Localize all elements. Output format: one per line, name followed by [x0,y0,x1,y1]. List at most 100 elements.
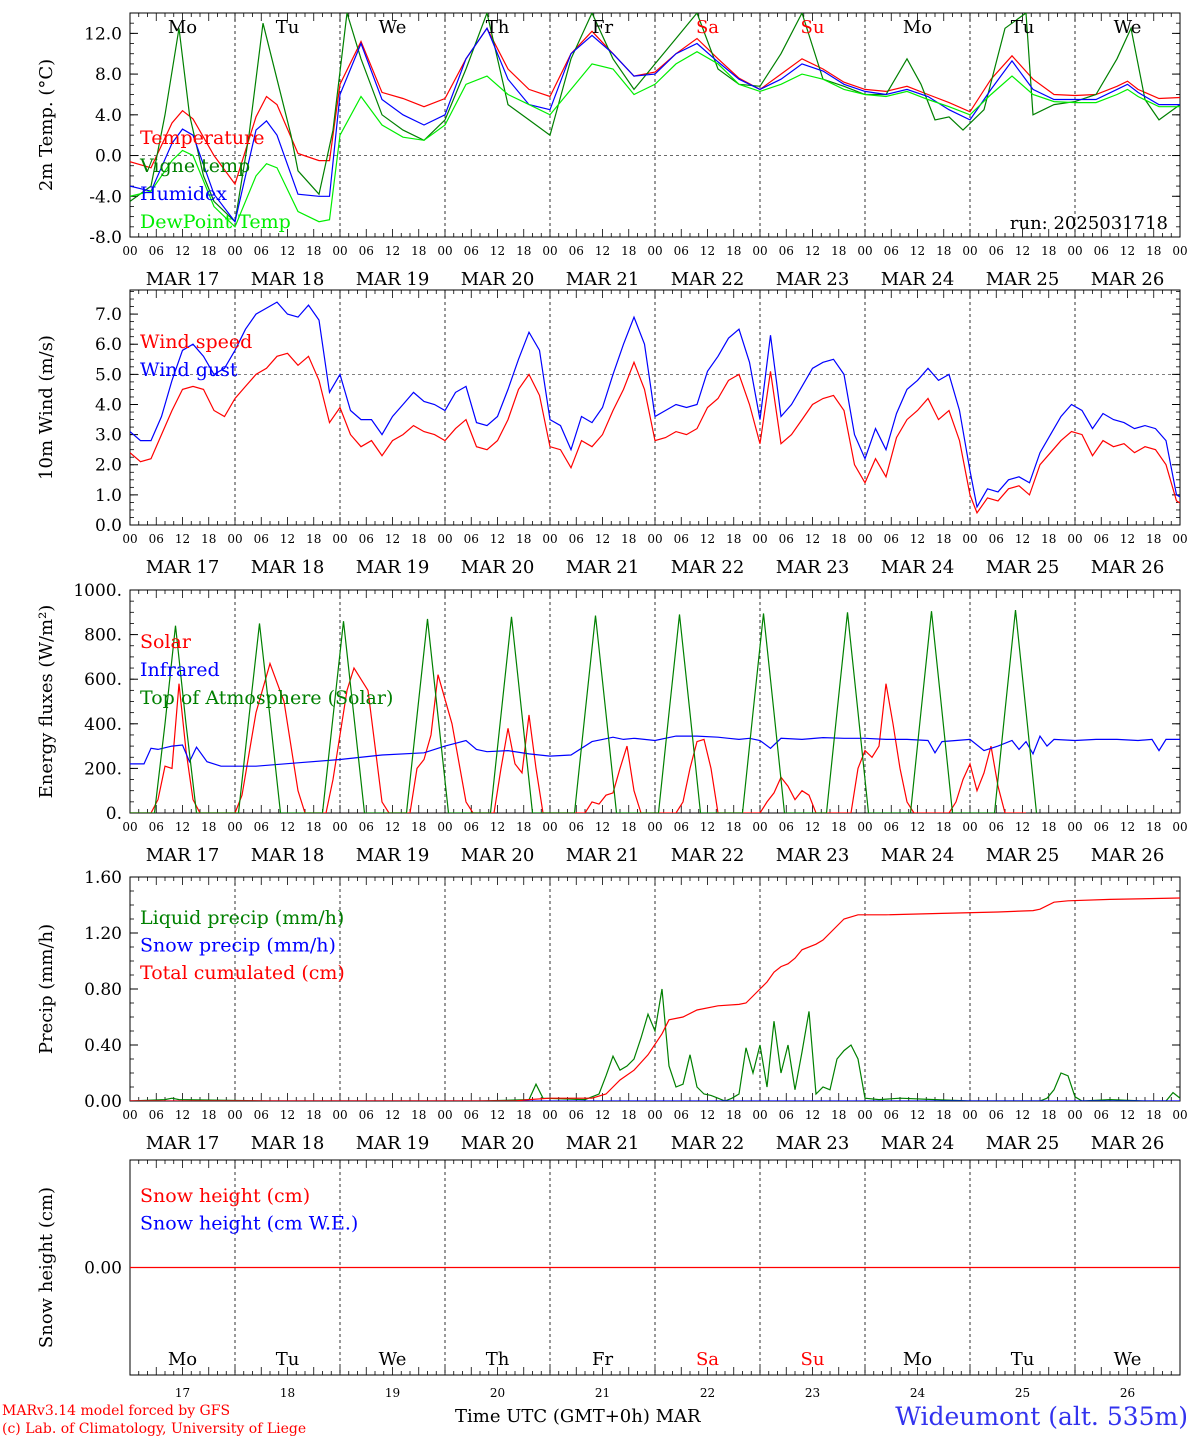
hour-tick-label: 18 [621,532,636,546]
hour-tick-label: 18 [516,244,531,258]
hour-tick-label: 12 [1015,244,1030,258]
hour-tick-label: 00 [437,532,452,546]
hour-tick-label: 06 [779,244,794,258]
weekday-label: We [1114,1349,1142,1370]
hour-tick-label: 00 [1067,244,1082,258]
day-label: MAR 24 [881,557,955,578]
hour-tick-label: 06 [149,244,164,258]
hour-tick-label: 18 [201,820,216,834]
day-label: MAR 17 [146,845,220,866]
panel-wind: 00 06 12 18 MAR 17 00 06 12 18 MAR 18 00 06 12 18 MAR … [36,289,1188,578]
hour-tick-label: 18 [831,244,846,258]
y-tick-label: -8.0 [89,228,122,248]
day-label: MAR 22 [671,557,745,578]
hour-tick-label: 06 [149,1108,164,1122]
hour-tick-label: 00 [437,820,452,834]
y-axis-label: 2m Temp. (°C) [36,59,57,191]
hour-tick-label: 06 [464,244,479,258]
hour-tick-label: 18 [936,1108,951,1122]
day-number-label: 23 [805,1386,820,1400]
hour-tick-label: 06 [884,244,899,258]
y-tick-label: 4.0 [95,395,122,415]
hour-tick-label: 18 [726,532,741,546]
day-number-label: 20 [490,1386,505,1400]
series-line-total-cumulated-cm- [130,897,1180,1101]
legend-entry: Temperature [140,127,264,149]
hour-tick-label: 00 [857,820,872,834]
day-label: MAR 22 [671,269,745,290]
day-label: MAR 26 [1091,1133,1165,1154]
y-tick-label: 7.0 [95,305,122,325]
weekday-label: Tu [276,1349,300,1370]
hour-tick-label: 06 [569,1108,584,1122]
weekday-label: Sa [696,1349,719,1370]
hour-tick-label: 12 [385,820,400,834]
hour-tick-label: 12 [805,820,820,834]
y-tick-label: 8.0 [95,65,122,85]
series-group [130,610,1180,813]
hour-tick-label: 18 [621,244,636,258]
panel-precip: 00 06 12 18 MAR 17 00 06 12 18 MAR 18 00 06 12 18 MAR … [36,868,1188,1154]
hour-tick-label: 12 [910,244,925,258]
hour-tick-label: 12 [385,244,400,258]
hour-tick-label: 00 [227,1108,242,1122]
panel-energy: 00 06 12 18 MAR 17 00 06 12 18 MAR 18 00 06 12 18 MAR … [36,581,1188,866]
y-tick-label: 1.0 [95,486,122,506]
y-tick-label: 12.0 [84,24,122,44]
day-label: MAR 26 [1091,269,1165,290]
x-axis-time-label: Time UTC (GMT+0h) [455,1406,650,1427]
day-number-label: 24 [910,1386,926,1400]
hour-tick-label: 12 [595,244,610,258]
legend-entry: Humidex [140,183,227,205]
y-tick-label: 6.0 [95,335,122,355]
y-tick-label: 0.80 [84,980,122,1000]
day-label: MAR 25 [986,1133,1060,1154]
weekday-label: Mo [903,1349,932,1370]
panel-frame [129,12,1181,238]
hour-tick-label: 12 [700,244,715,258]
series-group [130,897,1180,1101]
hour-tick-label: 00 [332,532,347,546]
weekday-label: Mo [168,1349,197,1370]
hour-tick-label: 18 [1041,820,1056,834]
series-line-vigne-temp [130,13,1180,223]
hour-tick-label: 00 [647,820,662,834]
day-label: MAR 19 [356,1133,430,1154]
legend-entry: Top of Atmosphere (Solar) [140,687,393,709]
day-label: MAR 25 [986,845,1060,866]
hour-tick-label: 18 [831,820,846,834]
hour-tick-label: 00 [857,244,872,258]
series-line-infrared [130,734,1180,767]
hour-tick-label: 06 [464,532,479,546]
x-axis-month-label: MAR [655,1406,701,1427]
hour-tick-label: 12 [805,244,820,258]
weekday-label: Th [486,1349,510,1370]
hour-tick-label: 06 [569,244,584,258]
hour-tick-label: 06 [464,820,479,834]
y-tick-label: 0.0 [95,516,122,536]
y-tick-label: 2.0 [95,456,122,476]
legend-entry: Snow height (cm W.E.) [140,1213,358,1235]
hour-tick-label: 18 [411,244,426,258]
series-group [130,13,1180,228]
lab-credit: (c) Lab. of Climatology, University of L… [2,1421,307,1437]
weekday-label: Su [801,1349,825,1370]
y-tick-label: 4.0 [95,106,122,126]
hour-tick-label: 18 [516,532,531,546]
hour-tick-label: 06 [464,1108,479,1122]
hour-tick-label: 00 [122,532,137,546]
weekday-label: Fr [592,17,613,38]
day-label: MAR 24 [881,269,955,290]
hour-tick-label: 18 [726,244,741,258]
model-credit: MARv3.14 model forced by GFS [2,1403,231,1419]
hour-tick-label: 12 [1120,1108,1135,1122]
hour-tick-label: 06 [884,1108,899,1122]
y-tick-label: 3.0 [95,426,122,446]
hour-tick-label: 06 [989,1108,1004,1122]
series-line-dewpoint-temp [130,51,1180,228]
legend-entry: Wind gust [140,359,238,381]
hour-tick-label: 00 [437,1108,452,1122]
hour-tick-label: 06 [569,532,584,546]
day-label: MAR 20 [461,269,535,290]
